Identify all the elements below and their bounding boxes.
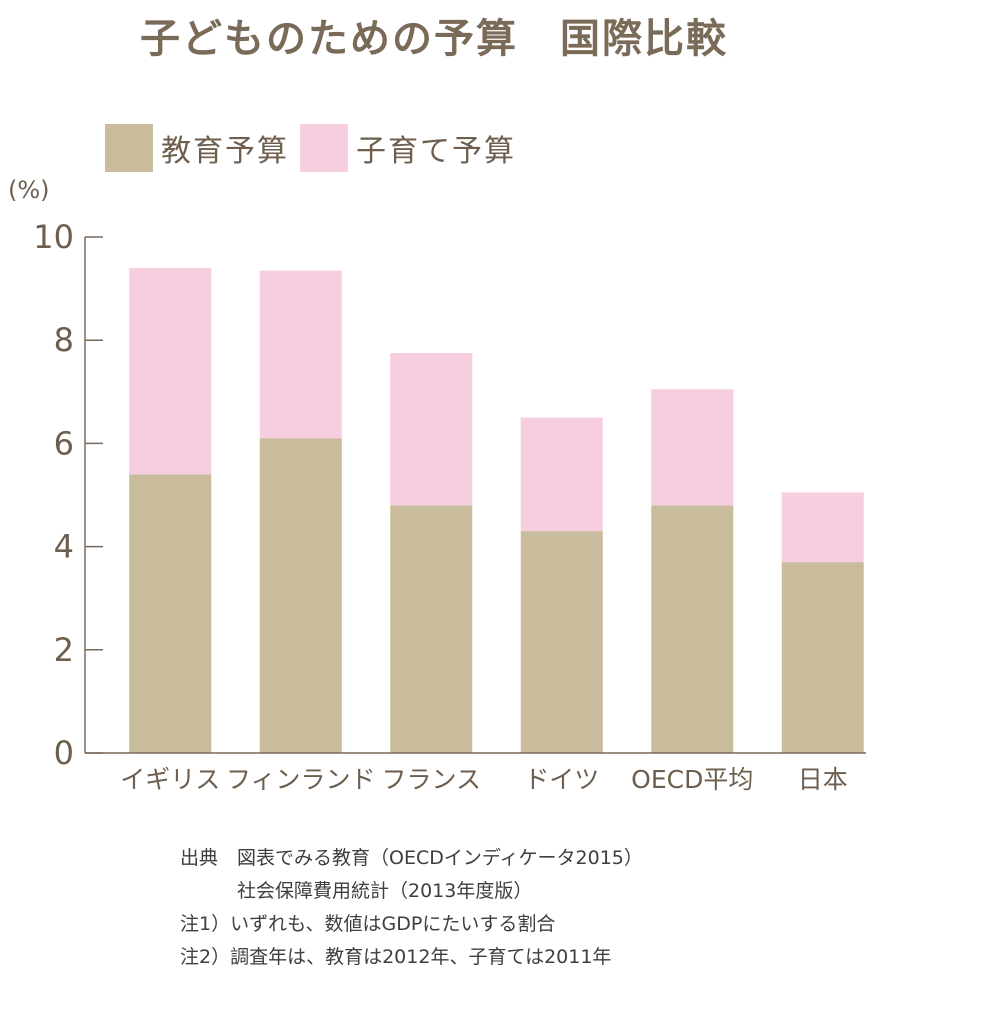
legend-label-education: 教育予算 bbox=[161, 134, 289, 169]
y-tick-label-8: 8 bbox=[54, 321, 74, 359]
legend-item-childcare: 子育て予算 bbox=[300, 124, 516, 172]
y-tick-label-4: 4 bbox=[54, 528, 74, 566]
bar-chart: イギリス フィンランド フランス ドイツ OECD平均 日本 0 2 4 6 8 10 bbox=[33, 218, 866, 794]
bar-childcare-5 bbox=[781, 492, 864, 563]
y-tick-label-0: 0 bbox=[54, 734, 74, 772]
bar-education-4 bbox=[651, 505, 734, 753]
x-tick-label-3: ドイツ bbox=[524, 765, 599, 794]
bar-education-0 bbox=[129, 474, 212, 753]
bar-childcare-0 bbox=[129, 267, 212, 475]
y-axis-unit-label: (%) bbox=[8, 176, 50, 204]
x-tick-label-0: イギリス bbox=[120, 765, 220, 794]
y-tick-label-2: 2 bbox=[54, 631, 74, 669]
bar-childcare-3 bbox=[520, 417, 603, 532]
legend-item-education: 教育予算 bbox=[105, 124, 289, 172]
legend-label-childcare: 子育て予算 bbox=[356, 134, 516, 169]
bar-childcare-1 bbox=[259, 270, 342, 439]
bar-childcare-4 bbox=[651, 389, 734, 506]
chart-title: 子どものための予算 国際比較 bbox=[140, 16, 728, 62]
x-tick-label-5: 日本 bbox=[798, 765, 848, 794]
note-line-source-1: 出典 図表でみる教育（OECDインディケータ2015） bbox=[180, 847, 643, 869]
bar-education-3 bbox=[520, 531, 603, 753]
x-tick-label-2: フランス bbox=[381, 765, 481, 794]
note-line-source-2: 社会保障費用統計（2013年度版） bbox=[180, 880, 533, 902]
note-line-1: 注1）いずれも、数値はGDPにたいする割合 bbox=[180, 913, 556, 935]
note-line-2: 注2）調査年は、教育は2012年、子育ては2011年 bbox=[180, 946, 612, 968]
bar-childcare-2 bbox=[390, 353, 473, 506]
x-tick-label-4: OECD平均 bbox=[631, 765, 753, 794]
source-notes: 出典 図表でみる教育（OECDインディケータ2015） 社会保障費用統計（201… bbox=[180, 842, 643, 974]
y-tick-label-10: 10 bbox=[33, 218, 74, 256]
legend-swatch-education bbox=[105, 124, 153, 172]
y-tick-label-6: 6 bbox=[54, 424, 74, 462]
bar-education-1 bbox=[259, 438, 342, 753]
x-tick-label-1: フィンランド bbox=[226, 765, 376, 794]
bar-education-2 bbox=[390, 505, 473, 753]
bar-education-5 bbox=[781, 562, 864, 753]
legend-swatch-childcare bbox=[300, 124, 348, 172]
